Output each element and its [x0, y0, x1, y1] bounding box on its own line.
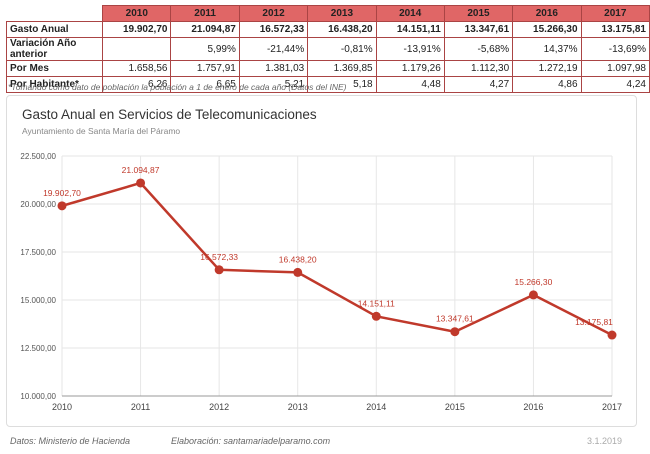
table-cell: 13.347,61	[443, 21, 514, 38]
row-label: Por Habitante*	[5, 76, 104, 93]
year-header: 2013	[307, 5, 377, 22]
year-header: 2010	[102, 5, 172, 22]
table-cell: 4,27	[443, 76, 514, 93]
table-cell: -0,81%	[307, 37, 377, 61]
table-cell: 14.151,11	[375, 21, 445, 38]
table-cell: 1.179,26	[375, 60, 445, 77]
y-tick-label: 10.000,00	[20, 392, 56, 401]
x-tick-label: 2015	[445, 402, 465, 412]
y-tick-label: 15.000,00	[20, 296, 56, 305]
table-cell: 5,18	[307, 76, 377, 93]
y-tick-label: 20.000,00	[20, 200, 56, 209]
table-cell: 5,21	[238, 76, 309, 93]
table-cell: 15.266,30	[512, 21, 582, 38]
summary-table: 2010 2011 2012 2013 2014 2015 2016 2017 …	[5, 5, 650, 93]
source-note: Datos: Ministerio de Hacienda	[10, 436, 131, 446]
data-point	[57, 201, 67, 211]
chart-subtitle: Ayuntamiento de Santa María del Páramo	[22, 126, 181, 136]
y-tick-label: 22.500,00	[20, 152, 56, 161]
table-cell: 13.175,81	[580, 21, 650, 38]
table-cell: 6,65	[170, 76, 240, 93]
table-footnote: *Tomando como dato de población la pobla…	[8, 82, 347, 92]
table-cell: 5,99%	[170, 37, 240, 61]
x-tick-label: 2017	[602, 402, 622, 412]
x-tick-label: 2010	[52, 402, 72, 412]
data-point	[450, 327, 460, 337]
row-label: Gasto Anual	[5, 21, 104, 38]
table-cell: 14,37%	[512, 37, 582, 61]
y-tick-label: 12.500,00	[20, 344, 56, 353]
data-point	[371, 311, 381, 321]
table-corner	[6, 5, 104, 22]
year-header: 2014	[375, 5, 445, 22]
data-label: 14.151,11	[358, 298, 395, 308]
data-label: 13.347,61	[436, 314, 474, 324]
table-cell: 4,86	[512, 76, 582, 93]
credit-note: Elaboración: santamariadelparamo.com	[171, 436, 331, 446]
table-cell: 1.757,91	[170, 60, 240, 77]
row-label: Variación Año anterior	[5, 37, 104, 61]
year-header: 2011	[170, 5, 240, 22]
table-cell: 21.094,87	[170, 21, 240, 38]
table-row-por-habitante: Por Habitante* 6,26 6,65 5,21 5,18 4,48 …	[5, 76, 650, 93]
x-tick-label: 2014	[366, 402, 386, 412]
table-header-row: 2010 2011 2012 2013 2014 2015 2016 2017	[6, 5, 650, 22]
table-cell: 6,26	[102, 76, 172, 93]
x-tick-label: 2013	[288, 402, 308, 412]
table-cell	[102, 37, 172, 61]
chart-panel: Gasto Anual en Servicios de Telecomunica…	[6, 95, 637, 427]
chart-title: Gasto Anual en Servicios de Telecomunica…	[22, 107, 317, 122]
data-label: 15.266,30	[515, 277, 553, 287]
data-label: 19.902,70	[43, 188, 81, 198]
table-cell: 4,48	[375, 76, 445, 93]
table-cell: 1.369,85	[307, 60, 377, 77]
data-point	[528, 290, 538, 300]
data-point	[136, 178, 146, 188]
year-header: 2012	[238, 5, 309, 22]
table-cell: 1.381,03	[238, 60, 309, 77]
series-line	[61, 181, 613, 337]
table-cell: -13,91%	[375, 37, 445, 61]
row-label: Por Mes	[5, 60, 104, 77]
table-cell: 16.572,33	[238, 21, 309, 38]
date-note: 3.1.2019	[586, 436, 622, 446]
x-tick-label: 2016	[523, 402, 543, 412]
year-header: 2016	[512, 5, 582, 22]
table-cell: -13,69%	[580, 37, 650, 61]
year-header: 2017	[580, 5, 650, 22]
y-tick-label: 17.500,00	[20, 248, 56, 257]
table-cell: 16.438,20	[307, 21, 377, 38]
table-cell: -5,68%	[443, 37, 514, 61]
table-cell: 1.272,19	[512, 60, 582, 77]
data-label: 13.175,81	[575, 317, 613, 327]
table-cell: 4,24	[580, 76, 650, 93]
table-cell: 1.658,56	[102, 60, 172, 77]
table-row-variacion: Variación Año anterior 5,99% -21,44% -0,…	[5, 37, 650, 61]
year-header: 2015	[443, 5, 514, 22]
data-label: 16.438,20	[279, 254, 317, 264]
data-label: 21.094,87	[122, 165, 160, 175]
x-tick-label: 2011	[131, 402, 150, 412]
data-point	[607, 330, 617, 340]
x-tick-label: 2012	[209, 402, 229, 412]
data-label: 16.572,33	[200, 252, 238, 262]
table-cell: -21,44%	[238, 37, 309, 61]
table-row-por-mes: Por Mes 1.658,56 1.757,91 1.381,03 1.369…	[5, 60, 650, 77]
table-cell: 1.097,98	[580, 60, 650, 77]
data-point	[293, 267, 303, 277]
table-cell: 1.112,30	[443, 60, 514, 77]
line-chart: 10.000,00 12.500,00 15.000,00 17.500,00 20.0…	[20, 152, 622, 412]
data-point	[214, 265, 224, 275]
table-row-gasto-anual: Gasto Anual 19.902,70 21.094,87 16.572,3…	[5, 21, 650, 38]
table-cell: 19.902,70	[102, 21, 172, 38]
